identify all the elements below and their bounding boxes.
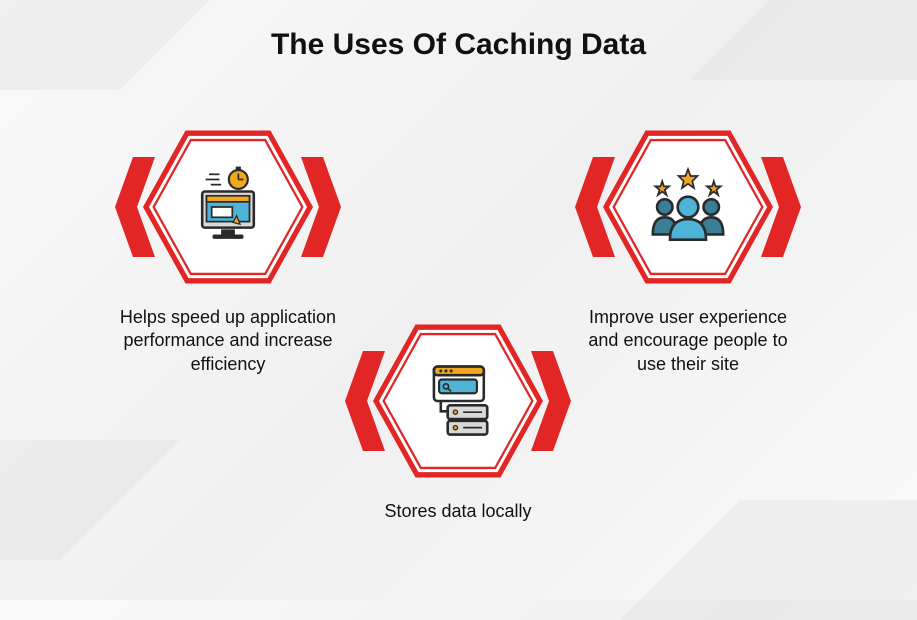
hex-shape	[143, 122, 313, 292]
bg-stripe	[0, 440, 180, 560]
hex-item-ux: Improve user experience and encourage pe…	[578, 122, 798, 376]
hex-shape	[603, 122, 773, 292]
hex-caption: Helps speed up application performance a…	[118, 306, 338, 376]
hex-shape	[373, 316, 543, 486]
hex-caption: Improve user experience and encourage pe…	[578, 306, 798, 376]
monitor-speed-icon	[185, 164, 271, 250]
hex-caption: Stores data locally	[348, 500, 568, 523]
hex-item-store: Stores data locally	[348, 316, 568, 523]
hex-item-perf: Helps speed up application performance a…	[118, 122, 338, 376]
browser-server-icon	[415, 358, 501, 444]
bg-stripe	[620, 500, 917, 620]
users-stars-icon	[641, 164, 736, 250]
